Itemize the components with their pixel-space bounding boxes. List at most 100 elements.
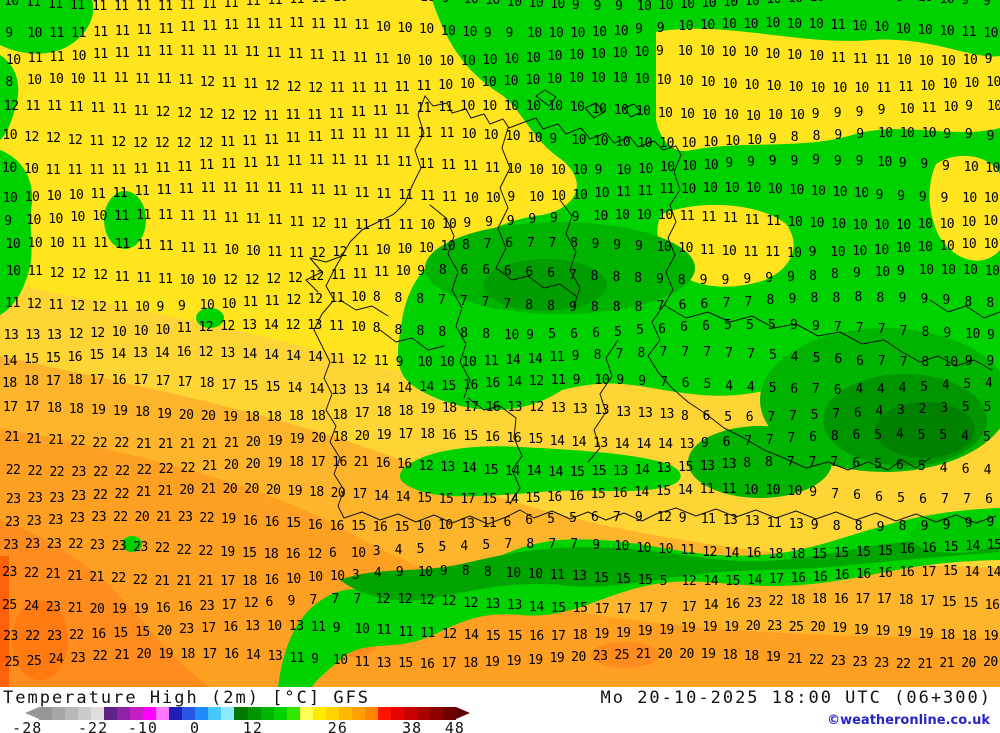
temp-value: 19 — [267, 455, 282, 471]
temp-value: 4 — [725, 378, 733, 394]
temp-value: 10 — [547, 99, 563, 115]
temp-value: 23 — [4, 515, 20, 531]
temp-value: 10 — [27, 235, 43, 251]
temp-value: 9 — [725, 156, 733, 172]
colorbar-segment — [156, 707, 170, 720]
temp-value: 17 — [855, 591, 870, 607]
temp-value: 5 — [983, 400, 992, 415]
temp-value: 9 — [943, 126, 951, 142]
temp-value: 11 — [700, 511, 716, 527]
temp-value: 12 — [71, 266, 86, 282]
temp-value: 22 — [5, 463, 21, 479]
temp-value: 16 — [223, 647, 239, 663]
temp-value: 10 — [874, 20, 889, 36]
temp-value: 12 — [49, 265, 65, 281]
temp-value: 9 — [984, 52, 993, 68]
temp-value: 19 — [637, 624, 653, 640]
temp-value: 19 — [267, 433, 283, 449]
temp-value: 7 — [353, 591, 361, 607]
temp-value: 13 — [331, 382, 346, 398]
temp-value: 21 — [154, 573, 170, 589]
temp-value: 8 — [677, 272, 686, 288]
temp-value: 11 — [659, 182, 675, 198]
temp-value: 19 — [659, 622, 674, 638]
temp-value: 10 — [529, 189, 544, 205]
temp-value: 9 — [986, 128, 995, 144]
temp-value: 15 — [550, 600, 566, 616]
temp-value: 11 — [376, 218, 392, 234]
colorbar-segment — [208, 707, 222, 720]
temp-value: 11 — [242, 295, 258, 311]
temp-value: 12 — [91, 300, 107, 316]
temp-value: 3 — [372, 544, 381, 560]
temp-value: 11 — [353, 153, 368, 169]
temp-value: 8 — [766, 293, 774, 309]
temp-value: 12 — [463, 595, 478, 611]
temp-value: 23 — [91, 510, 107, 526]
temp-value: 7 — [941, 492, 949, 508]
temp-value: 9 — [787, 269, 795, 285]
temp-value: 14 — [964, 564, 980, 580]
temp-value: 11 — [176, 321, 192, 337]
temp-value: 5 — [768, 381, 777, 397]
temp-value: 11 — [158, 208, 173, 224]
temp-value: 22 — [92, 435, 108, 451]
temp-value: 11 — [113, 71, 129, 87]
temp-value: 16 — [856, 566, 871, 582]
temp-value: 11 — [201, 0, 217, 12]
watermark-link[interactable]: ©weatheronline.co.uk — [827, 713, 990, 728]
temp-value: 17 — [202, 646, 217, 662]
temp-value: 11 — [353, 244, 369, 260]
colorbar-segment — [65, 707, 79, 720]
colorbar-segment — [364, 707, 378, 720]
temp-value: 9 — [964, 516, 973, 532]
temp-value: 11 — [244, 180, 260, 196]
temp-value: 10 — [636, 0, 652, 14]
temp-value: 19 — [680, 621, 696, 637]
temp-value: 15 — [637, 573, 653, 589]
temp-value: 22 — [92, 649, 108, 665]
temp-value: 9 — [656, 272, 664, 288]
temp-value: 7 — [963, 492, 971, 508]
temp-value: 5 — [874, 427, 882, 443]
temp-value: 9 — [918, 189, 927, 205]
colorbar-tick-48: 48 — [444, 719, 465, 733]
temp-value: 11 — [27, 51, 43, 67]
temp-value: 10 — [417, 355, 433, 371]
temp-value: 16 — [111, 372, 127, 388]
temp-value: 11 — [243, 155, 258, 171]
temp-value: 4 — [941, 378, 950, 394]
temp-value: 14 — [747, 573, 762, 589]
temp-value: 17 — [310, 454, 326, 470]
temp-value: 14 — [285, 348, 301, 364]
green-central-lens — [399, 446, 681, 497]
temp-value: 10 — [658, 0, 673, 14]
temp-value: 11 — [266, 181, 282, 197]
temp-value: 10 — [963, 160, 979, 176]
temp-value: 9 — [550, 210, 558, 226]
temp-value: 12 — [286, 79, 301, 95]
temp-value: 11 — [332, 184, 348, 200]
temp-value: 17 — [616, 601, 632, 617]
temp-value: 10 — [441, 217, 457, 233]
map-background — [0, 0, 1000, 687]
temp-value: 15 — [877, 543, 893, 559]
temp-value: 4 — [985, 375, 993, 391]
temperature-grid: 10 11 11 11 11 11 11 11 11 11 11 11 11 11 11 10 10 10 10 10… — [2, 0, 1000, 671]
temp-value: 22 — [70, 434, 86, 450]
temp-value: 23 — [89, 537, 105, 553]
temp-value: 19 — [158, 646, 173, 662]
temp-value: 6 — [961, 461, 970, 477]
temp-value: 11 — [245, 16, 261, 32]
temp-value: 10 — [961, 237, 977, 253]
temp-value: 12 — [111, 134, 126, 150]
temp-value: 15 — [963, 596, 978, 612]
temp-value: 8 — [526, 537, 534, 553]
temp-value: 9 — [877, 103, 886, 119]
temp-value: 19 — [875, 623, 890, 639]
temp-value: 10 — [572, 163, 588, 179]
temp-value: 5 — [548, 327, 556, 343]
temp-value: 7 — [767, 409, 775, 425]
temp-value: 19 — [221, 512, 236, 528]
